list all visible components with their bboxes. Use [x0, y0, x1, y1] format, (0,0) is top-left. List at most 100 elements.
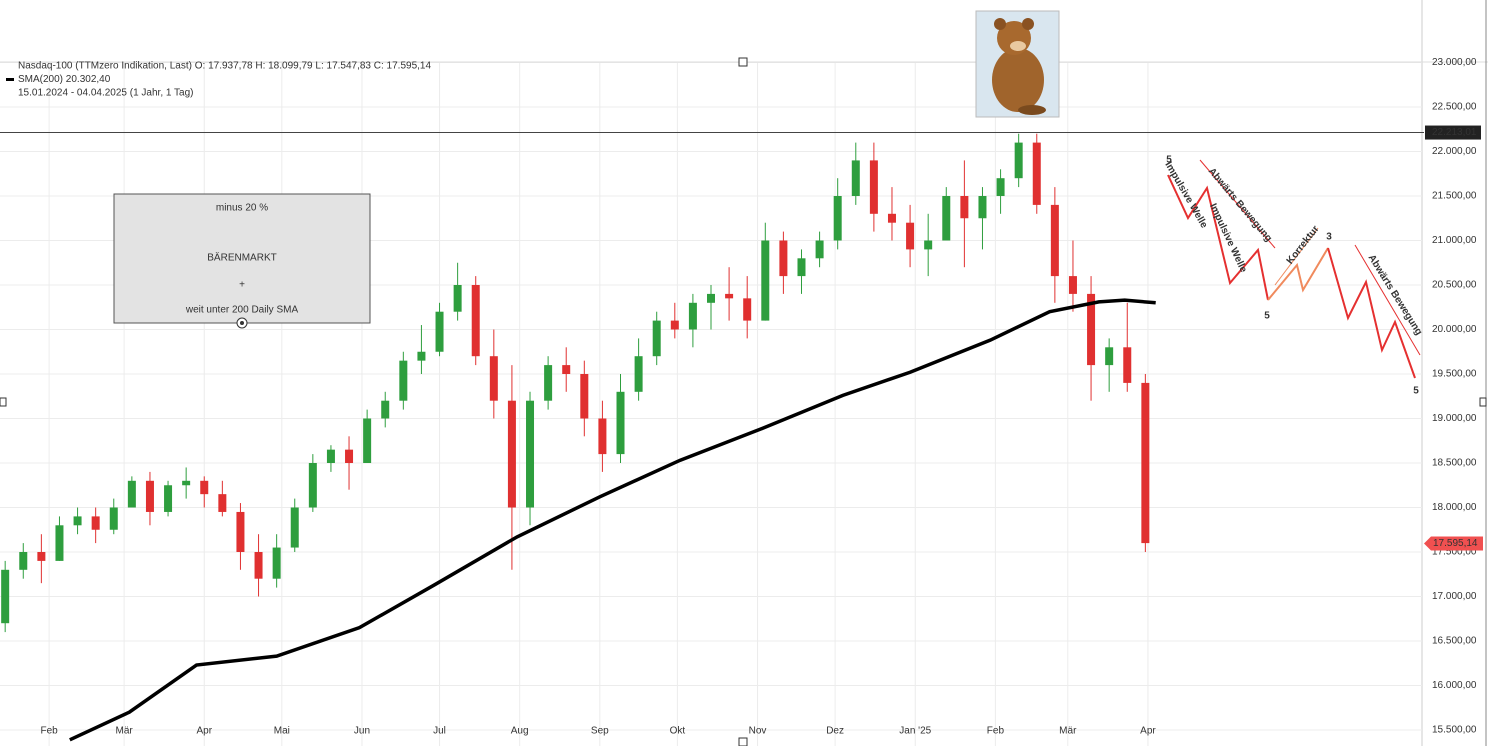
y-tick-label: 15.500,00: [1432, 725, 1477, 736]
x-tick-label: Dez: [826, 726, 844, 737]
y-tick-label: 21.500,00: [1432, 191, 1477, 202]
x-tick-label: Jul: [433, 726, 446, 737]
candle-body: [815, 240, 824, 259]
candle-body: [652, 320, 661, 357]
candle-body: [109, 507, 118, 530]
candle-body: [507, 400, 516, 508]
header-text: SMA(200) 20.302,40: [18, 74, 111, 85]
handle[interactable]: [1479, 397, 1487, 407]
candle-body: [544, 365, 553, 401]
candle-body: [1087, 293, 1096, 366]
x-tick-label: Feb: [41, 726, 59, 737]
candle-body: [363, 418, 372, 463]
candle-body: [887, 213, 896, 223]
annotation-text: minus 20 %: [216, 203, 268, 214]
x-tick-label: Apr: [196, 726, 212, 737]
candle-body: [1123, 347, 1132, 383]
candle-body: [435, 311, 444, 352]
candle-body: [381, 400, 390, 419]
candle-body: [254, 552, 263, 579]
candle-body: [164, 485, 173, 512]
annotation-text: weit unter 200 Daily SMA: [185, 305, 299, 316]
candle-body: [272, 547, 281, 579]
sma-line: [69, 298, 1156, 742]
y-tick-label: 18.000,00: [1432, 502, 1477, 513]
candle-body: [526, 400, 535, 508]
y-tick-label: 21.000,00: [1432, 235, 1477, 246]
candle-body: [1050, 204, 1059, 277]
candle-body: [833, 196, 842, 241]
wave-label: 5: [1264, 311, 1270, 322]
candle-body: [1068, 276, 1077, 294]
header-text: Nasdaq-100 (TTMzero Indikation, Last) O:…: [18, 61, 431, 72]
y-tick-label: 23.000,00: [1432, 57, 1477, 68]
x-tick-label: Aug: [511, 726, 529, 737]
x-tick-label: Mär: [115, 726, 133, 737]
candle-body: [127, 480, 136, 508]
y-tick-label: 22.000,00: [1432, 146, 1477, 157]
candle-body: [562, 365, 571, 374]
wave-drawing: [1167, 159, 1421, 379]
candle-body: [1014, 142, 1023, 179]
y-tick-label: 17.000,00: [1432, 591, 1477, 602]
candle-body: [145, 480, 154, 512]
candle-body: [453, 285, 462, 312]
annotation-text: BÄRENMARKT: [207, 252, 276, 264]
x-tick-label: Nov: [749, 726, 767, 737]
header-text: 15.01.2024 - 04.04.2025 (1 Jahr, 1 Tag): [18, 88, 194, 99]
wave-label: 5: [1166, 155, 1172, 166]
candle-body: [779, 240, 788, 277]
y-tick-label: 22.500,00: [1432, 102, 1477, 113]
x-tick-label: Mär: [1059, 726, 1077, 737]
x-tick-label: Jan '25: [899, 726, 931, 737]
candle-body: [978, 196, 987, 219]
wave-label: 5: [1413, 386, 1419, 397]
candle-body: [218, 494, 227, 512]
candle-body: [1105, 347, 1114, 366]
x-tick-label: Okt: [670, 726, 686, 737]
y-tick-label: 18.500,00: [1432, 458, 1477, 469]
candle-body: [797, 258, 806, 277]
annotation-box: [113, 193, 371, 329]
y-tick-label: 20.000,00: [1432, 324, 1477, 335]
candle-body: [182, 480, 191, 486]
handle[interactable]: [0, 397, 7, 407]
y-tick-label: 16.500,00: [1432, 636, 1477, 647]
candle-body: [37, 552, 46, 561]
y-tick-label: 17.500,00: [1432, 547, 1477, 558]
y-tick-label: 20.500,00: [1432, 280, 1477, 291]
wave-label: 3: [1326, 232, 1332, 243]
candle-body: [1141, 382, 1150, 544]
candle-body: [91, 516, 100, 530]
y-tick-label: 16.000,00: [1432, 680, 1477, 691]
handle[interactable]: [738, 57, 748, 67]
x-tick-label: Apr: [1140, 726, 1156, 737]
y-tick-label: 19.000,00: [1432, 413, 1477, 424]
x-tick-label: Sep: [591, 726, 609, 737]
candle-body: [869, 160, 878, 214]
candle-body: [19, 552, 28, 570]
candle-body: [598, 418, 607, 455]
candle-body: [580, 374, 589, 419]
candle-body: [399, 360, 408, 401]
last-price-label: 17.595,14: [1433, 538, 1478, 549]
candle-body: [670, 320, 679, 330]
handle[interactable]: [738, 737, 748, 746]
annotation-text: +: [239, 280, 245, 291]
candle-body: [924, 240, 933, 250]
candle-body: [200, 480, 209, 495]
candle-body: [942, 196, 951, 241]
y-tick-label: 19.500,00: [1432, 369, 1477, 380]
candle-body: [73, 516, 82, 526]
candle-body: [326, 449, 335, 463]
price-label-box: [1425, 125, 1481, 140]
candle-body: [725, 293, 734, 299]
candle-body: [345, 449, 354, 463]
price-label: 22.213,01: [1432, 127, 1477, 138]
candle-body: [55, 525, 64, 561]
bear-image: [975, 10, 1060, 118]
candle-body: [688, 302, 697, 330]
candle-body: [489, 356, 498, 401]
